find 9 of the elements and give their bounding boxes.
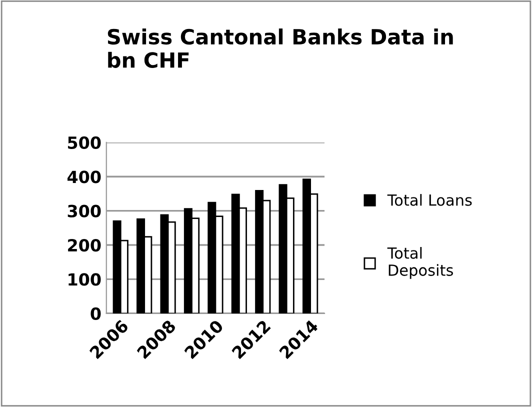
legend-label: Total Deposits [387, 247, 453, 279]
y-tick-label: 400 [68, 170, 101, 184]
y-tick-label: 300 [68, 204, 101, 218]
y-tick-label: 100 [68, 273, 101, 286]
y-tick-label: 0 [90, 307, 101, 320]
legend-label: Total Loans [387, 194, 472, 206]
y-tick-label: 500 [68, 136, 101, 150]
y-tick-label: 200 [68, 238, 101, 252]
chart-title: Swiss Cantonal Banks Data in bn CHF [108, 28, 453, 68]
